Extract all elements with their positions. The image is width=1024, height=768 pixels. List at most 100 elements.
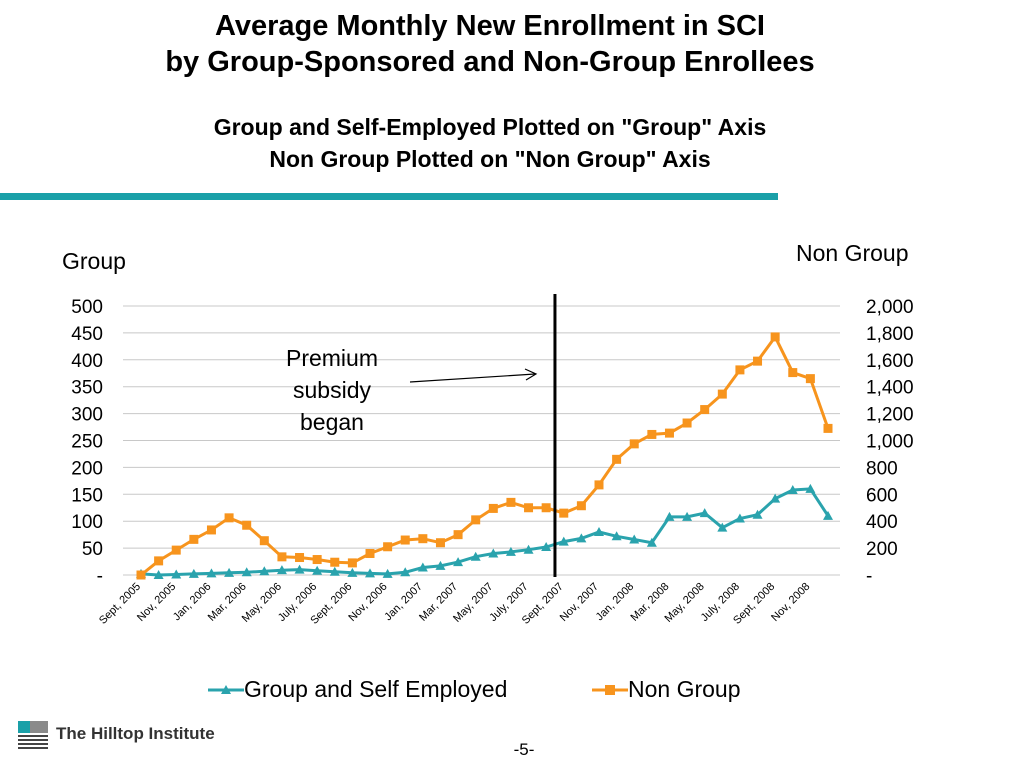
data-point-group <box>682 511 693 521</box>
square-marker-icon <box>592 684 628 695</box>
left-tick-label: 150 <box>71 485 103 506</box>
data-point-group <box>224 567 235 577</box>
logo-text: The Hilltop Institute <box>56 724 215 743</box>
data-point-non-group <box>171 545 181 555</box>
annotation-line-1: Premium <box>285 345 378 371</box>
x-tick-label: Sept, 2005 <box>97 581 143 627</box>
data-point-non-group <box>541 503 551 513</box>
subtitle-line-1: Group and Self-Employed Plotted on "Grou… <box>213 114 767 140</box>
data-point-non-group <box>664 428 674 438</box>
left-tick-label: 350 <box>71 378 103 399</box>
left-tick-label: 300 <box>71 405 103 426</box>
chart-subtitle: Group and Self-Employed Plotted on "Grou… <box>0 111 980 175</box>
data-point-non-group <box>277 552 287 562</box>
data-point-group <box>787 484 798 494</box>
data-point-group <box>417 562 428 572</box>
data-point-non-group <box>717 389 727 399</box>
left-axis-ticks: 500 450 400 350 300 250 200 150 100 50 - <box>71 297 103 587</box>
data-point-group <box>153 570 164 579</box>
legend-item-non-group: Non Group <box>592 676 741 703</box>
hilltop-logo: The Hilltop Institute <box>16 717 215 751</box>
right-tick-label: 600 <box>866 485 898 506</box>
data-point-non-group <box>576 501 586 511</box>
data-point-group <box>505 546 516 556</box>
right-tick-label: 400 <box>866 512 898 533</box>
data-point-group <box>347 567 358 577</box>
data-point-group <box>188 568 199 578</box>
data-point-group <box>488 548 499 558</box>
left-axis-title: Group <box>62 248 126 274</box>
title-line-2: by Group-Sponsored and Non-Group Enrolle… <box>165 46 815 78</box>
data-point-group <box>646 537 657 547</box>
data-point-non-group <box>189 534 199 544</box>
data-point-non-group <box>524 503 534 513</box>
data-point-non-group <box>435 538 445 548</box>
left-tick-label: 500 <box>71 297 103 318</box>
data-point-group <box>276 565 287 575</box>
data-point-group <box>400 567 411 577</box>
right-axis-ticks: 2,000 1,800 1,600 1,400 1,200 1,000 800 600 400 2… <box>866 297 914 587</box>
data-point-group <box>329 566 340 576</box>
subtitle-line-2: Non Group Plotted on "Non Group" Axis <box>269 146 711 172</box>
data-point-non-group <box>383 542 393 552</box>
x-tick-label: Nov, 2006 <box>346 581 389 624</box>
data-point-non-group <box>770 332 780 342</box>
data-point-non-group <box>154 556 164 566</box>
page-number: -5- <box>513 740 535 759</box>
data-point-non-group <box>735 365 745 375</box>
hilltop-logo-icon <box>18 721 48 749</box>
data-point-group <box>206 568 217 578</box>
left-tick-label: 450 <box>71 324 103 345</box>
right-tick-label: - <box>866 566 872 587</box>
data-point-non-group <box>330 557 340 567</box>
data-point-non-group <box>612 454 622 464</box>
left-tick-label: - <box>97 566 103 587</box>
data-point-group <box>435 560 446 570</box>
data-point-non-group <box>629 439 639 449</box>
data-point-non-group <box>400 535 410 545</box>
data-point-group <box>823 510 833 520</box>
data-point-group <box>558 536 569 546</box>
data-point-group <box>470 551 481 561</box>
data-point-non-group <box>347 558 357 568</box>
data-point-group <box>259 566 270 576</box>
title-divider <box>0 193 778 200</box>
data-point-non-group <box>206 525 216 535</box>
right-tick-label: 1,600 <box>866 351 914 372</box>
data-point-group <box>717 522 728 532</box>
data-point-group <box>294 564 305 574</box>
data-point-group <box>699 508 710 518</box>
data-point-group <box>734 513 745 523</box>
data-point-non-group <box>647 429 657 439</box>
data-point-non-group <box>559 508 569 518</box>
grid-lines <box>123 305 840 576</box>
legend-label-group: Group and Self Employed <box>244 676 508 702</box>
data-point-non-group <box>488 503 498 513</box>
title-line-1: Average Monthly New Enrollment in SCI <box>214 10 765 42</box>
data-point-group <box>312 565 323 575</box>
data-point-non-group <box>471 515 481 525</box>
data-point-group <box>241 567 252 577</box>
left-tick-label: 100 <box>71 512 103 533</box>
x-tick-label: Nov, 2007 <box>558 581 601 624</box>
data-point-non-group <box>506 497 516 507</box>
data-point-non-group <box>823 423 833 433</box>
series-line-non-group <box>140 334 830 577</box>
annotation-line-2: subsidy <box>293 377 371 403</box>
data-point-non-group <box>312 555 322 565</box>
right-tick-label: 2,000 <box>866 297 914 318</box>
data-point-non-group <box>805 374 815 384</box>
left-tick-label: 50 <box>82 539 103 560</box>
data-point-group <box>576 533 587 543</box>
right-tick-label: 1,000 <box>866 432 914 453</box>
data-point-group <box>664 511 675 521</box>
data-point-non-group <box>242 520 252 530</box>
series-layer <box>136 332 833 580</box>
legend-item-group: Group and Self Employed <box>208 676 507 703</box>
data-point-group <box>541 542 552 552</box>
triangle-marker-icon <box>208 684 244 694</box>
line-chart: 500 450 400 350 300 250 200 150 100 50 - 2,000 1,80… <box>71 294 914 627</box>
right-axis-title: Non Group <box>796 240 909 266</box>
data-point-non-group <box>700 405 710 415</box>
